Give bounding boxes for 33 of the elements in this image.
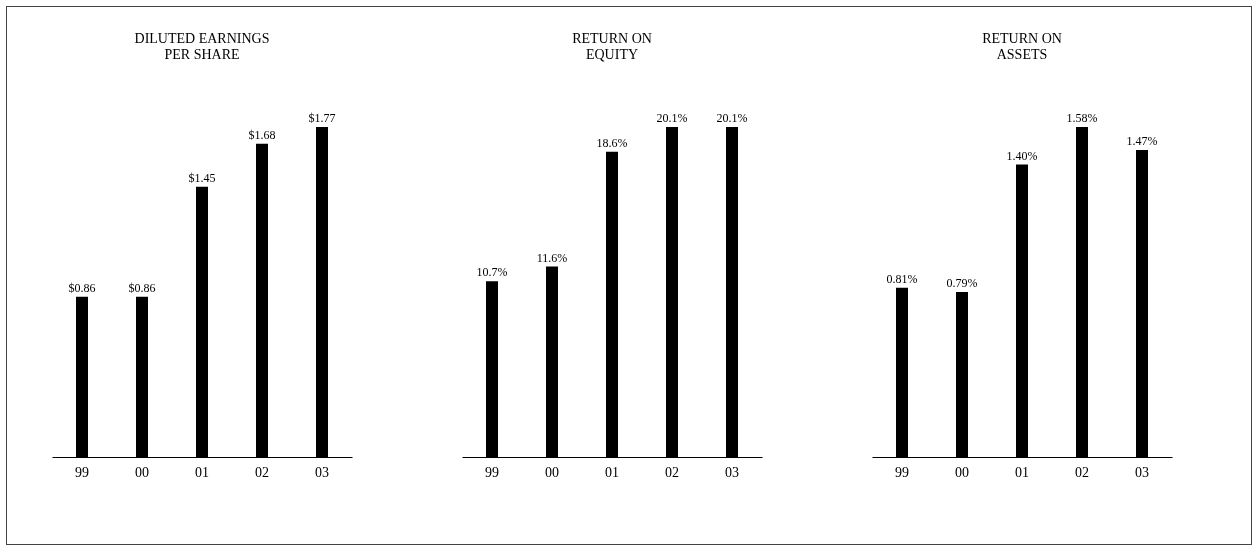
x-tick-label: 02 <box>1075 464 1089 480</box>
x-tick-label: 00 <box>955 464 969 480</box>
data-label: $1.68 <box>248 127 276 142</box>
data-label: $0.86 <box>68 280 96 295</box>
chart-title: DILUTED EARNINGS PER SHARE <box>134 31 270 62</box>
data-label: 20.1% <box>656 111 688 125</box>
data-label: $0.86 <box>128 280 156 295</box>
data-label: $1.45 <box>188 170 216 185</box>
x-tick-label: 99 <box>485 464 499 480</box>
x-tick-label: 00 <box>135 464 149 480</box>
x-tick-label: 00 <box>545 464 559 480</box>
data-label: 1.47% <box>1126 133 1158 148</box>
x-tick-label: 02 <box>255 464 269 480</box>
chart-title: RETURN ON EQUITY <box>572 31 652 62</box>
data-label: 10.7% <box>476 265 508 280</box>
data-label: 0.81% <box>886 271 918 286</box>
x-tick-label: 01 <box>1015 464 1029 480</box>
data-label: 0.79% <box>946 276 978 290</box>
x-tick-label: 01 <box>605 464 619 480</box>
data-label: 1.58% <box>1066 111 1098 125</box>
data-label: 20.1% <box>716 111 748 125</box>
chart-title: RETURN ON ASSETS <box>982 31 1062 62</box>
x-tick-label: 01 <box>195 464 209 480</box>
x-tick-label: 99 <box>75 464 89 480</box>
x-tick-label: 03 <box>1135 464 1149 480</box>
x-tick-label: 02 <box>665 464 679 480</box>
x-tick-label: 03 <box>315 464 329 480</box>
data-label: $1.77 <box>308 111 336 125</box>
x-tick-label: 99 <box>895 464 909 480</box>
x-tick-label: 03 <box>725 464 739 480</box>
data-label: 18.6% <box>596 135 628 150</box>
data-label: 1.40% <box>1006 148 1038 163</box>
data-label: 11.6% <box>536 250 568 265</box>
